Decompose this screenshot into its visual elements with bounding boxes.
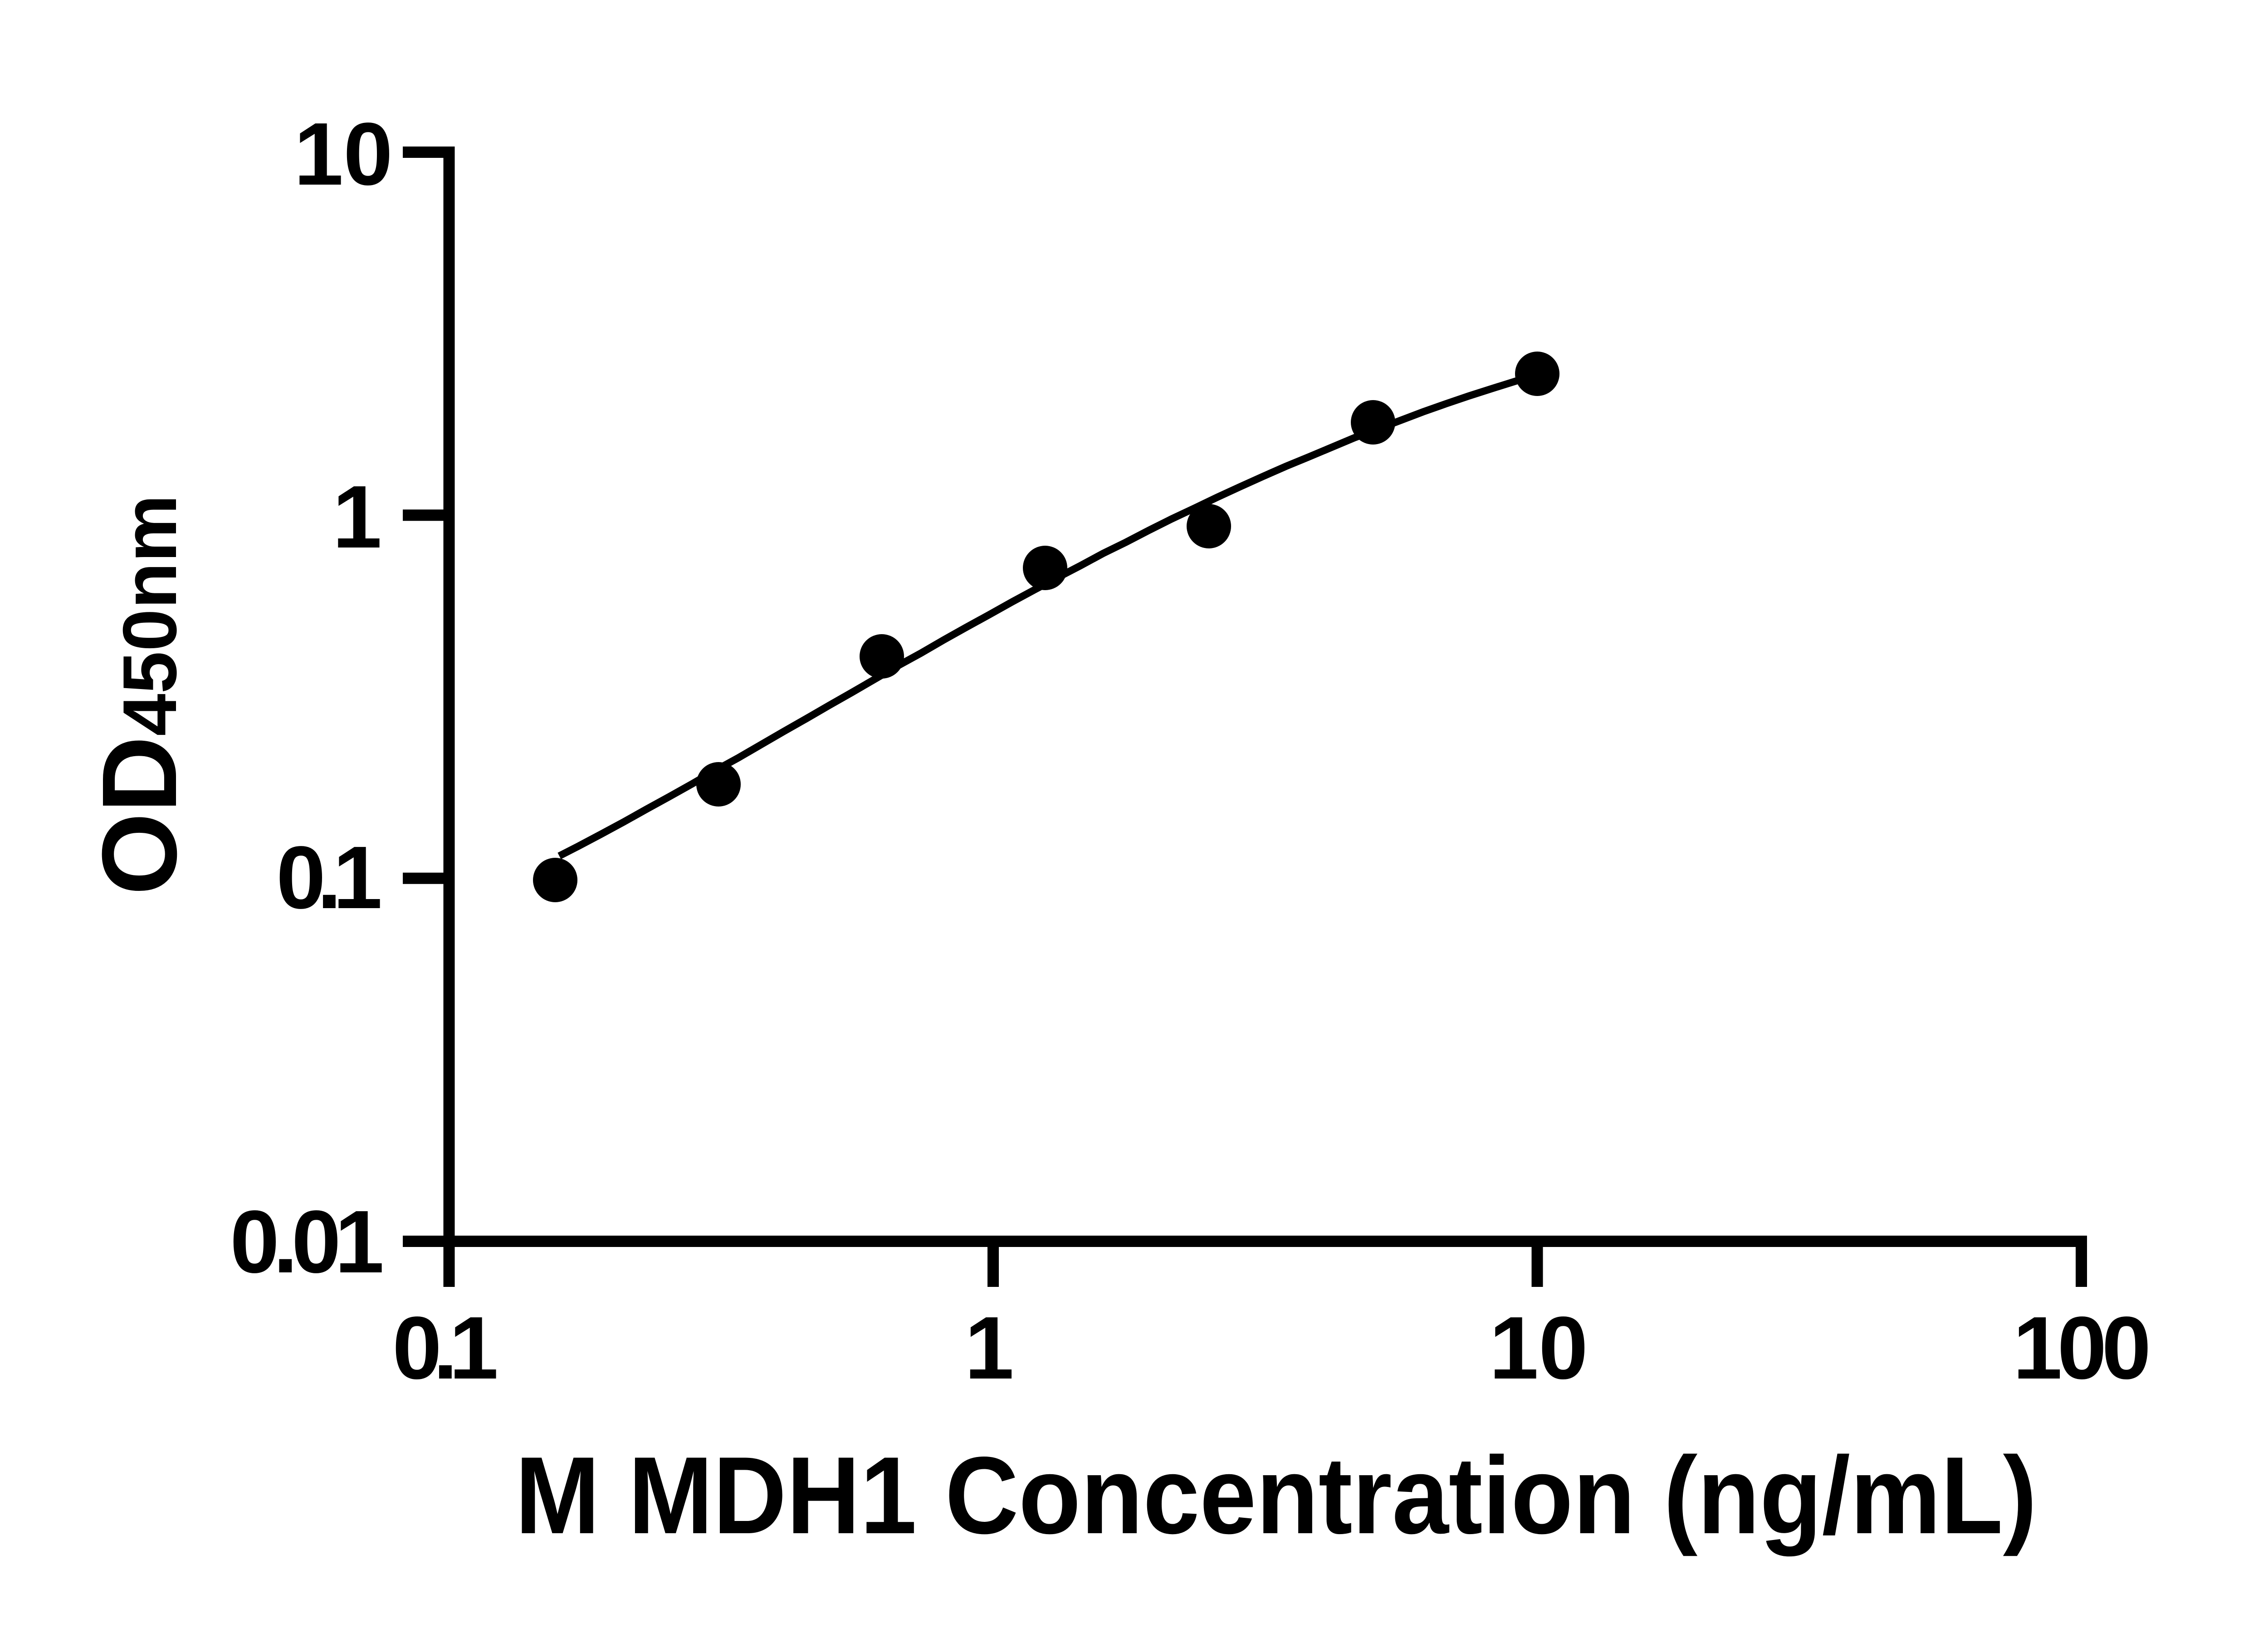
svg-text:0.1: 0.1 xyxy=(276,828,382,927)
svg-text:10: 10 xyxy=(294,104,393,204)
svg-text:OD450nm: OD450nm xyxy=(80,494,199,895)
svg-text:1: 1 xyxy=(964,1298,1014,1398)
svg-text:1: 1 xyxy=(332,467,382,567)
svg-text:0.01: 0.01 xyxy=(230,1192,384,1291)
svg-text:100: 100 xyxy=(2013,1298,2151,1398)
svg-text:10: 10 xyxy=(1489,1298,1588,1398)
svg-text:0.1: 0.1 xyxy=(392,1298,499,1398)
svg-text:M MDH1 Concentration (ng/mL): M MDH1 Concentration (ng/mL) xyxy=(515,1434,2037,1557)
